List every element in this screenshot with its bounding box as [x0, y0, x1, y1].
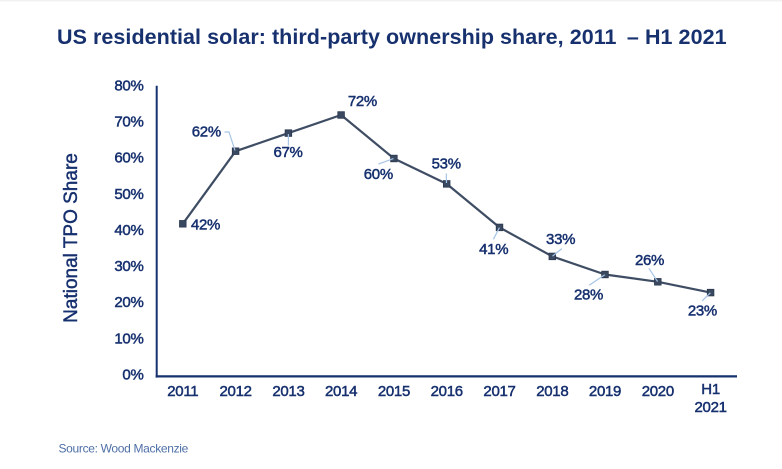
svg-text:33%: 33% [546, 231, 575, 248]
svg-text:US residential solar: third-pa: US residential solar: third-party owners… [57, 25, 727, 49]
svg-text:2018: 2018 [536, 383, 568, 400]
svg-text:2016: 2016 [431, 383, 463, 400]
svg-text:67%: 67% [273, 144, 302, 161]
svg-text:41%: 41% [479, 241, 508, 258]
svg-text:0%: 0% [122, 367, 143, 384]
svg-text:40%: 40% [114, 222, 143, 239]
svg-text:H1: H1 [701, 381, 720, 398]
svg-text:20%: 20% [114, 294, 143, 311]
svg-text:28%: 28% [574, 287, 603, 304]
svg-text:72%: 72% [348, 93, 377, 110]
svg-text:26%: 26% [635, 252, 664, 269]
svg-text:30%: 30% [114, 258, 143, 275]
svg-text:2020: 2020 [642, 383, 674, 400]
svg-text:50%: 50% [114, 186, 143, 203]
svg-text:80%: 80% [114, 78, 143, 95]
svg-text:10%: 10% [114, 330, 143, 347]
svg-text:2019: 2019 [589, 383, 621, 400]
svg-text:60%: 60% [114, 150, 143, 167]
svg-text:2021: 2021 [695, 399, 727, 416]
svg-text:70%: 70% [114, 114, 143, 131]
svg-text:2013: 2013 [272, 383, 304, 400]
svg-text:2011: 2011 [167, 383, 198, 400]
svg-text:2014: 2014 [325, 383, 357, 400]
svg-text:2017: 2017 [483, 383, 515, 400]
svg-text:Source: Wood Mackenzie: Source: Wood Mackenzie [59, 442, 189, 456]
svg-text:60%: 60% [364, 166, 393, 183]
svg-text:23%: 23% [688, 303, 717, 320]
svg-text:42%: 42% [191, 217, 220, 234]
svg-text:62%: 62% [192, 124, 221, 141]
svg-text:2015: 2015 [378, 383, 410, 400]
svg-text:National TPO Share: National TPO Share [61, 153, 82, 323]
svg-text:2012: 2012 [220, 383, 252, 400]
svg-text:53%: 53% [432, 156, 461, 173]
